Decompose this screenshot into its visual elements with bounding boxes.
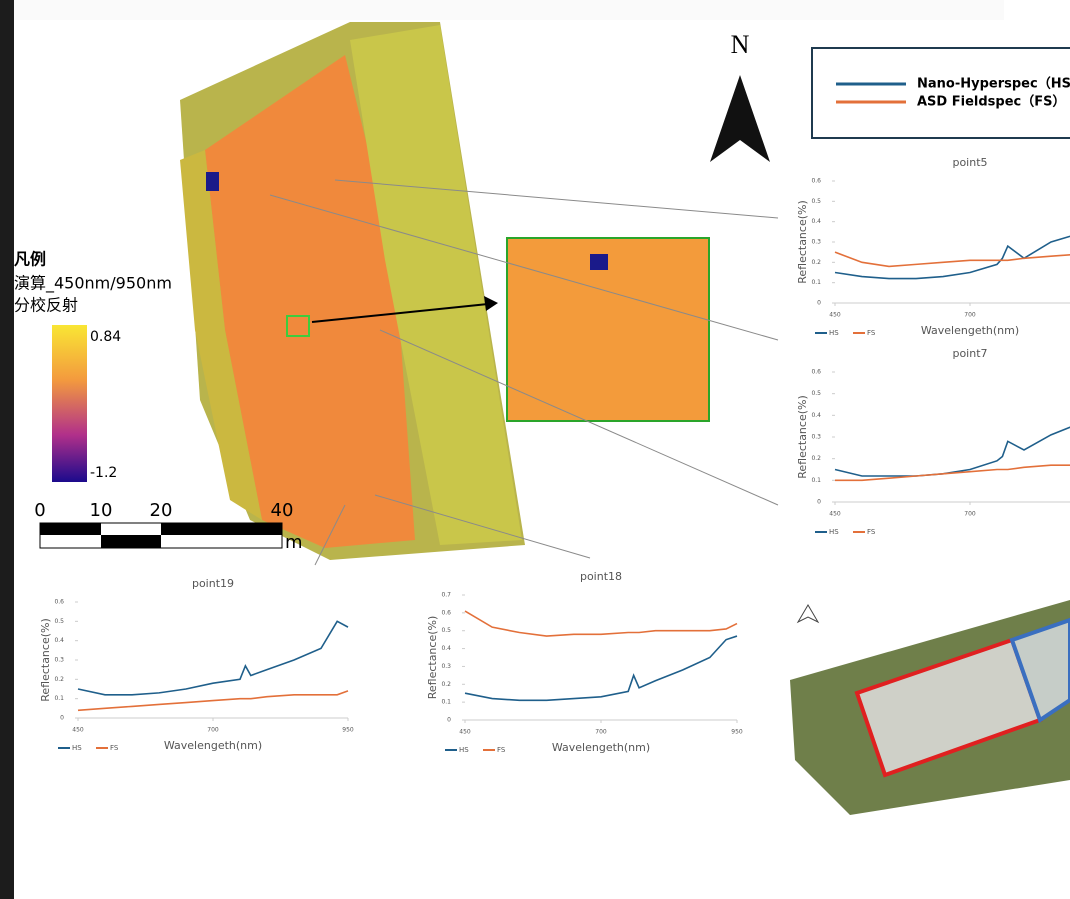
y-tick-label: 0.3 xyxy=(54,657,64,664)
x-tick-label: 450 xyxy=(72,727,84,734)
chart-title: point18 xyxy=(580,570,622,583)
side-strip xyxy=(0,0,14,899)
legend-label: FS xyxy=(867,528,876,536)
legend-label: HS xyxy=(829,528,839,536)
x-tick-label: 950 xyxy=(731,729,743,736)
y-tick-label: 0 xyxy=(60,715,64,722)
x-axis-label: Wavelengeth(nm) xyxy=(552,741,650,754)
y-tick-label: 0.7 xyxy=(441,592,451,599)
y-tick-label: 0.2 xyxy=(811,259,821,266)
chart-title: point5 xyxy=(952,156,987,169)
legend-label: HS xyxy=(829,329,839,337)
target xyxy=(206,172,219,191)
scale-unit: m xyxy=(285,532,303,553)
spectra-legend xyxy=(812,48,1070,138)
north-label: N xyxy=(731,30,750,59)
y-axis-label: Reflectance(%) xyxy=(426,616,439,700)
legend-label: FS xyxy=(867,329,876,337)
chart-title: point7 xyxy=(952,347,987,360)
color-bar xyxy=(52,325,87,482)
y-tick-label: 0.4 xyxy=(441,645,451,652)
legend-entry: ASD Fieldspec（FS） xyxy=(917,94,1065,110)
top-strip xyxy=(14,0,1004,20)
legend-layer: 演算_450nm/950nm xyxy=(14,274,172,294)
north-arrow-small xyxy=(798,605,818,622)
legend-label: HS xyxy=(72,744,82,752)
color-min: -1.2 xyxy=(90,465,117,481)
x-axis-label: Wavelengeth(nm) xyxy=(921,324,1019,337)
color-max: 0.84 xyxy=(90,329,121,345)
scale-label: 10 xyxy=(90,500,113,521)
x-tick-label: 700 xyxy=(964,312,976,319)
inset-target xyxy=(590,254,608,270)
arrow-head xyxy=(484,296,498,311)
scale-seg xyxy=(101,535,161,548)
scale-seg xyxy=(161,523,282,535)
series-line xyxy=(78,621,348,694)
y-tick-label: 0.4 xyxy=(811,218,821,225)
legend-label: FS xyxy=(497,746,506,754)
y-tick-label: 0.1 xyxy=(441,699,451,706)
y-tick-label: 0 xyxy=(447,717,451,724)
scale-label: 0 xyxy=(34,500,45,521)
legend-sub: 分校反射 xyxy=(14,296,78,315)
y-tick-label: 0.5 xyxy=(54,618,64,625)
y-tick-label: 0.3 xyxy=(441,663,451,670)
x-tick-label: 700 xyxy=(595,729,607,736)
series-line xyxy=(465,636,737,700)
y-axis-label: Reflectance(%) xyxy=(39,618,52,702)
scale-seg xyxy=(40,523,101,535)
legend-title: 凡例 xyxy=(14,250,46,269)
x-tick-label: 450 xyxy=(829,511,841,518)
y-tick-label: 0.3 xyxy=(811,434,821,441)
scale-label: 40 xyxy=(271,500,294,521)
y-tick-label: 0 xyxy=(817,300,821,307)
y-tick-label: 0.5 xyxy=(811,390,821,397)
y-tick-label: 0.2 xyxy=(54,676,64,683)
page: N 凡例 演算_450nm/950nm 分校反射 0.84 -1.2 0 10 … xyxy=(0,0,1070,899)
x-tick-label: 450 xyxy=(829,312,841,319)
y-axis-label: Reflectance(%) xyxy=(796,395,809,479)
north-arrow xyxy=(710,75,770,162)
chart-title: point19 xyxy=(192,577,234,590)
y-tick-label: 0.1 xyxy=(54,695,64,702)
y-tick-label: 0.1 xyxy=(811,477,821,484)
legend-entry: Nano-Hyperspec（HS xyxy=(917,76,1070,92)
y-tick-label: 0.2 xyxy=(811,455,821,462)
x-tick-label: 450 xyxy=(459,729,471,736)
y-tick-label: 0.5 xyxy=(441,627,451,634)
y-tick-label: 0.4 xyxy=(811,412,821,419)
y-tick-label: 0.6 xyxy=(441,609,451,616)
y-tick-label: 0.5 xyxy=(811,198,821,205)
y-tick-label: 0.6 xyxy=(811,369,821,376)
scale-label: 20 xyxy=(150,500,173,521)
y-tick-label: 0 xyxy=(817,499,821,506)
y-tick-label: 0.6 xyxy=(54,599,64,606)
y-axis-label: Reflectance(%) xyxy=(796,200,809,284)
y-tick-label: 0.3 xyxy=(811,239,821,246)
y-tick-label: 0.2 xyxy=(441,681,451,688)
series-line xyxy=(835,226,1070,279)
series-line xyxy=(835,252,1070,266)
series-line xyxy=(78,691,348,710)
x-tick-label: 950 xyxy=(342,727,354,734)
x-tick-label: 700 xyxy=(964,511,976,518)
figure: N 凡例 演算_450nm/950nm 分校反射 0.84 -1.2 0 10 … xyxy=(0,0,1070,899)
legend-label: HS xyxy=(459,746,469,754)
x-axis-label: Wavelengeth(nm) xyxy=(164,739,262,752)
series-line xyxy=(465,611,737,636)
y-tick-label: 0.4 xyxy=(54,637,64,644)
x-tick-label: 700 xyxy=(207,727,219,734)
y-tick-label: 0.1 xyxy=(811,279,821,286)
legend-label: FS xyxy=(110,744,119,752)
y-tick-label: 0.6 xyxy=(811,178,821,185)
